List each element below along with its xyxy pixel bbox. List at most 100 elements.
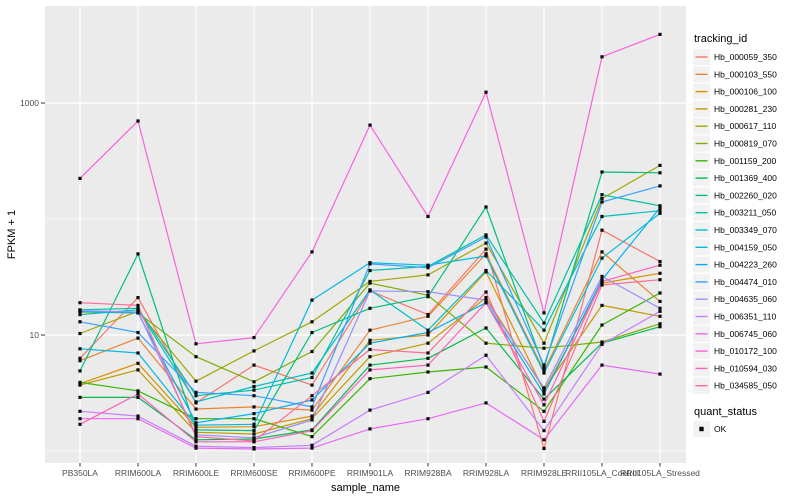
legend-label: Hb_004635_060 (714, 294, 777, 304)
legend-label: Hb_003211_050 (714, 208, 777, 218)
x-tick-label: RRIM600SE (230, 468, 278, 478)
data-point (78, 320, 82, 324)
data-point (252, 436, 256, 440)
data-point (484, 254, 488, 258)
data-point (78, 301, 82, 305)
data-point (484, 235, 488, 239)
legend-label: Hb_000281_230 (714, 104, 777, 114)
data-point (136, 303, 140, 307)
data-point (310, 429, 314, 433)
data-point (542, 438, 546, 442)
quant-point-icon (699, 426, 704, 432)
data-point (542, 341, 546, 345)
data-point (194, 435, 198, 439)
data-point (600, 214, 604, 219)
data-point (194, 438, 198, 442)
data-point (136, 361, 140, 365)
legend-label: Hb_002260_020 (714, 190, 777, 200)
data-point (310, 446, 314, 450)
data-point (310, 414, 314, 418)
data-point (426, 214, 430, 219)
data-point (542, 386, 546, 390)
data-point (658, 163, 662, 167)
data-point (78, 359, 82, 363)
data-point (368, 268, 372, 273)
y-tick-label: 1000 (20, 98, 39, 108)
data-point (78, 409, 82, 413)
data-point (426, 313, 430, 317)
data-point (368, 427, 372, 431)
data-point (426, 351, 430, 355)
data-point (600, 281, 604, 285)
data-point (310, 418, 314, 422)
data-point (310, 349, 314, 354)
data-point (658, 309, 662, 313)
data-point (426, 295, 430, 299)
data-point (78, 176, 82, 180)
data-point (426, 417, 430, 421)
data-point (426, 263, 430, 267)
data-point (426, 328, 430, 332)
data-point (658, 204, 662, 208)
data-point (252, 384, 256, 389)
data-point (484, 290, 488, 294)
data-point (252, 412, 256, 416)
x-tick-label: RRIM928LE (521, 468, 568, 478)
legend-label: Hb_004159_050 (714, 242, 777, 252)
data-point (542, 397, 546, 401)
data-point (136, 395, 140, 399)
data-point (78, 369, 82, 373)
data-point (484, 365, 488, 369)
data-point (78, 422, 82, 426)
data-point (310, 383, 314, 387)
legend-label: Hb_000819_070 (714, 139, 777, 149)
data-point (426, 333, 430, 337)
data-point (194, 342, 198, 346)
legend-label: Hb_006351_110 (714, 312, 777, 322)
data-point (252, 349, 256, 353)
legend-label: Hb_000617_110 (714, 121, 777, 131)
data-point (542, 321, 546, 325)
data-point (252, 429, 256, 433)
data-point (484, 401, 488, 405)
data-point (136, 417, 140, 421)
data-point (600, 303, 604, 307)
data-point (310, 408, 314, 412)
data-point (310, 298, 314, 302)
data-point (658, 322, 662, 326)
data-point (542, 311, 546, 315)
data-point (658, 184, 662, 188)
data-point (600, 193, 604, 197)
data-point (368, 306, 372, 310)
data-point (252, 394, 256, 398)
data-point (658, 209, 662, 213)
x-tick-label: RRIM600LA (115, 468, 162, 478)
legend-label: Hb_001159_200 (714, 156, 777, 166)
data-point (368, 279, 372, 283)
data-point (252, 336, 256, 340)
data-point (252, 447, 256, 451)
data-point (426, 390, 430, 394)
data-point (542, 366, 546, 370)
data-point (252, 380, 256, 384)
data-point (658, 325, 662, 329)
x-tick-label: RRII105LA_Stressed (620, 468, 700, 478)
data-point (368, 338, 372, 342)
data-point (194, 390, 198, 394)
data-point (484, 90, 488, 94)
data-point (136, 252, 140, 256)
data-point (78, 417, 82, 421)
data-point (194, 421, 198, 425)
data-point (194, 417, 198, 421)
data-point (78, 347, 82, 351)
data-point (78, 356, 82, 360)
data-point (78, 309, 82, 313)
data-point (310, 375, 314, 380)
data-point (310, 435, 314, 439)
data-point (658, 278, 662, 282)
data-point (194, 440, 198, 444)
legend-title: tracking_id (694, 33, 747, 45)
data-point (600, 278, 604, 282)
data-point (426, 266, 430, 270)
